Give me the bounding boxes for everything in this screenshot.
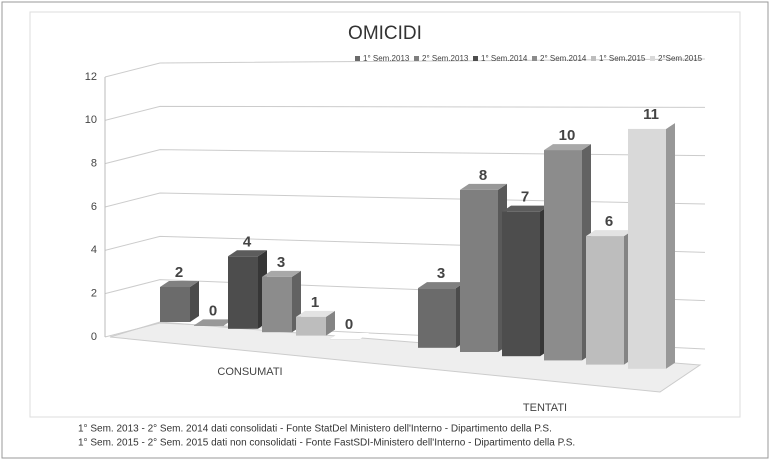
bar — [628, 122, 675, 369]
bar-side — [190, 281, 199, 322]
x-tick-label: CONSUMATI — [217, 366, 282, 378]
note: 1° Sem. 2013 - 2° Sem. 2014 dati consoli… — [78, 424, 552, 435]
legend-swatch — [650, 56, 655, 61]
grid-line — [104, 58, 706, 78]
data-label: 2 — [175, 264, 183, 281]
grid-line — [104, 105, 706, 121]
x-tick-label: TENTATI — [523, 402, 567, 414]
data-label: 4 — [243, 233, 252, 250]
bar-top — [586, 230, 633, 237]
data-label: 6 — [605, 213, 613, 230]
y-tick-label: 10 — [85, 114, 97, 126]
bar — [262, 270, 301, 333]
bar-side — [666, 122, 675, 369]
data-label: 8 — [479, 167, 487, 184]
legend-label: 2° Sem.2014 — [540, 54, 587, 63]
bar-front — [262, 276, 292, 333]
bar-top — [544, 144, 591, 151]
data-label: 0 — [345, 316, 353, 333]
bar — [502, 205, 549, 357]
legend-swatch — [532, 56, 537, 61]
bar — [194, 319, 233, 326]
bar-front — [418, 288, 456, 348]
bar-side — [326, 310, 335, 336]
bar-top — [330, 333, 369, 339]
bar-front — [194, 325, 224, 326]
data-label: 3 — [277, 254, 285, 271]
bar-top — [262, 270, 301, 277]
grid-line — [104, 192, 706, 208]
grid-line — [104, 149, 706, 165]
bar-front — [502, 211, 540, 357]
legend-label: 1° Sem.2013 — [363, 54, 410, 63]
y-tick-label: 12 — [85, 71, 97, 83]
bar-front — [628, 128, 666, 369]
bar-front — [586, 236, 624, 365]
bar-front — [228, 256, 258, 329]
legend-label: 1° Sem.2015 — [599, 54, 646, 63]
bar — [160, 281, 199, 322]
legend-swatch — [414, 56, 419, 61]
legend-swatch — [473, 56, 478, 61]
bar — [544, 144, 591, 361]
bar-front — [460, 189, 498, 352]
legend-swatch — [591, 56, 596, 61]
data-label: 7 — [521, 189, 529, 206]
bar-front — [160, 287, 190, 322]
data-label: 11 — [643, 106, 659, 123]
note: 1° Sem. 2015 - 2° Sem. 2015 dati non con… — [78, 438, 575, 449]
bar-front — [544, 150, 582, 361]
legend-label: 1° Sem.2014 — [481, 54, 528, 63]
bar — [418, 282, 465, 348]
legend-label: 2°Sem.2015 — [658, 54, 703, 63]
bar — [460, 183, 507, 352]
bar-top — [228, 250, 267, 257]
bar — [330, 333, 369, 340]
bar-front — [330, 339, 360, 340]
data-label: 0 — [209, 302, 217, 319]
bar-top — [628, 122, 675, 129]
data-label: 10 — [559, 127, 576, 144]
y-tick-label: 6 — [91, 201, 97, 213]
data-label: 3 — [437, 265, 445, 282]
bar-top — [460, 183, 507, 190]
y-tick-label: 2 — [91, 288, 97, 300]
bar-front — [296, 316, 326, 336]
bar — [296, 310, 335, 336]
bar-top — [502, 205, 549, 212]
legend-swatch — [355, 56, 360, 61]
legend-label: 2° Sem.2013 — [422, 54, 469, 63]
bar — [586, 230, 633, 365]
y-tick-label: 8 — [91, 158, 97, 170]
bar-top — [194, 319, 233, 326]
bar — [228, 250, 267, 329]
bar-top — [160, 281, 199, 287]
bar-top — [418, 282, 465, 289]
y-tick-label: 0 — [91, 331, 97, 343]
data-label: 1 — [311, 294, 319, 311]
chart-title: OMICIDI — [348, 23, 422, 44]
y-tick-label: 4 — [91, 244, 97, 256]
bar-top — [296, 310, 335, 317]
